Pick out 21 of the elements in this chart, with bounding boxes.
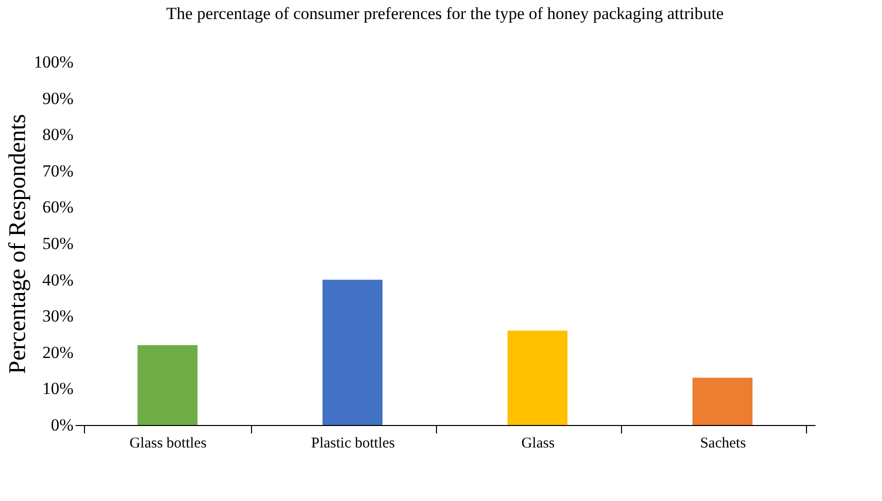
y-tick-label: 70%	[42, 161, 74, 180]
y-tick-label: 80%	[42, 125, 74, 144]
x-tick-label: Sachets	[700, 436, 746, 452]
bar	[692, 378, 752, 425]
x-tick-label: Plastic bottles	[311, 436, 396, 452]
y-tick-label: 50%	[42, 234, 74, 253]
y-tick-label: 40%	[42, 270, 74, 290]
y-tick-label: 60%	[42, 198, 74, 217]
x-tick-label: Glass bottles	[129, 436, 207, 452]
bar	[322, 280, 382, 425]
bar	[138, 345, 198, 425]
y-tick-label: 10%	[42, 379, 74, 398]
y-axis-title: Percentage of Respondents	[4, 114, 31, 374]
y-tick-label: 0%	[50, 416, 74, 434]
y-tick-label: 20%	[42, 342, 74, 362]
y-tick-label: 100%	[34, 52, 74, 72]
y-tick-label: 30%	[42, 306, 74, 326]
y-tick-label: 90%	[42, 88, 74, 108]
chart-title: The percentage of consumer preferences for the type of honey packaging attribute	[166, 4, 724, 23]
bar	[508, 330, 568, 425]
x-tick-label: Glass	[521, 436, 555, 452]
